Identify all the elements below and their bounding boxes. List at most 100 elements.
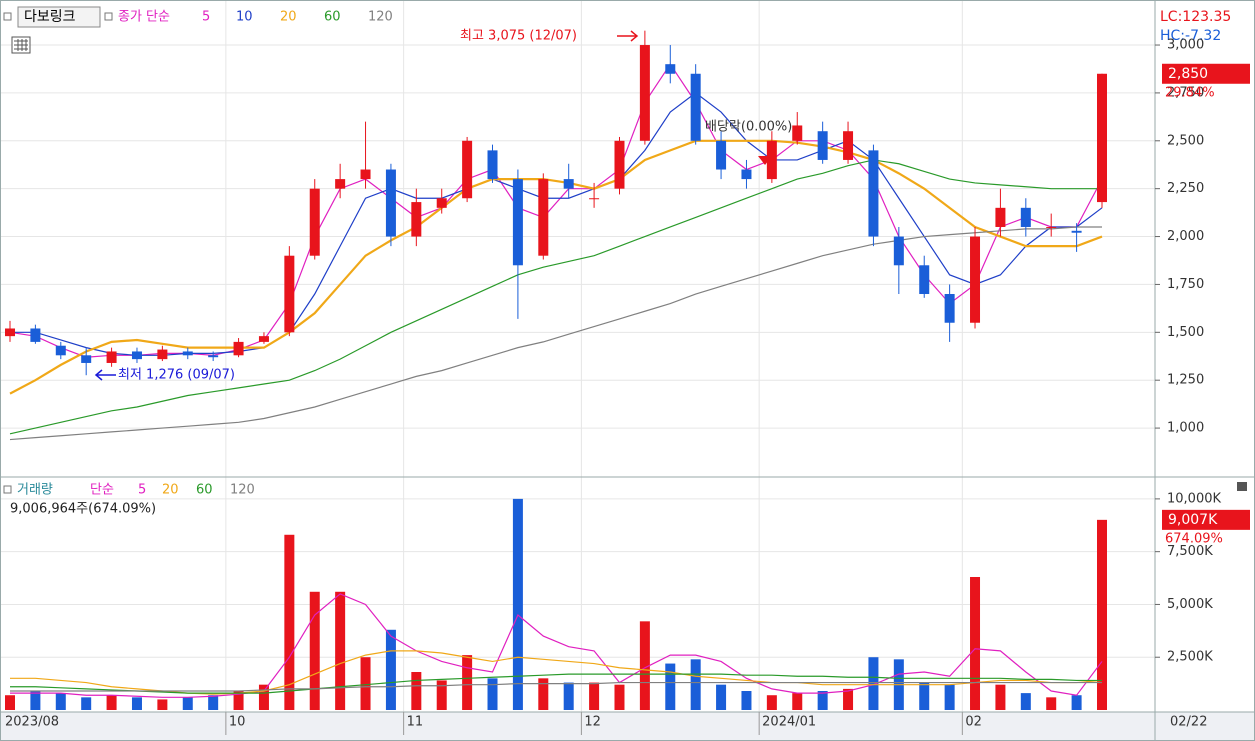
x-tick-label: 2023/08	[5, 715, 59, 730]
volume-bar	[690, 659, 701, 710]
ma-line	[10, 673, 1102, 694]
volume-bar	[487, 678, 498, 710]
dividend-annotation: 배당락(0.00%)	[705, 120, 792, 135]
candle-body	[411, 202, 422, 237]
candle-body	[106, 351, 117, 363]
candle-body	[157, 349, 168, 360]
candle-body	[563, 179, 574, 189]
candle-body	[436, 198, 447, 208]
volume-bar	[1071, 695, 1082, 710]
candle-body	[716, 140, 727, 170]
candle-body	[944, 294, 955, 323]
legend-label: 종가 단순	[118, 10, 170, 25]
icon[interactable]	[3, 485, 12, 494]
y-tick-label: 2,750	[1167, 85, 1204, 100]
candle-body	[614, 140, 625, 189]
volume-bar	[335, 591, 346, 710]
y-tick-label: 2,250	[1167, 181, 1204, 196]
volume-bar	[995, 684, 1006, 710]
volume-bar	[639, 621, 650, 710]
candle-body	[233, 341, 244, 356]
candle-body	[1046, 226, 1057, 228]
volume-bar	[665, 663, 676, 710]
volume-bar	[106, 695, 117, 710]
candle-body	[81, 355, 92, 363]
title-box[interactable]	[17, 6, 101, 28]
candle-body	[487, 150, 498, 180]
candle-body	[512, 179, 523, 266]
candle-body	[919, 265, 930, 295]
volume-bar	[766, 695, 777, 710]
volume-bar	[360, 657, 371, 710]
ma-line	[10, 593, 1103, 698]
candle-body	[690, 73, 701, 141]
candle-body	[55, 345, 66, 356]
legend-item: 5	[202, 10, 210, 25]
grid-icon-lines	[14, 39, 28, 51]
x-tick-label: 12	[584, 715, 601, 730]
candle-body	[639, 45, 650, 141]
volume-title: 거래량	[17, 483, 53, 498]
volume-bar	[411, 672, 422, 710]
y-tick-label: 1,750	[1167, 277, 1204, 292]
volume-bar	[182, 697, 193, 710]
legend-item: 5	[138, 483, 146, 498]
volume-bar	[1046, 697, 1057, 710]
grid	[0, 0, 1155, 712]
last-volume-change: 674.09%	[1165, 531, 1223, 546]
y-tick-label: 2,000	[1167, 229, 1204, 244]
ma-line	[10, 681, 1102, 692]
candle-body	[335, 179, 346, 189]
ma-line	[9, 226, 1102, 441]
candle-body	[817, 131, 828, 160]
candle-body	[741, 169, 752, 180]
volume-bar	[563, 682, 574, 710]
candle-body	[995, 207, 1006, 227]
last-volume-box	[1162, 509, 1250, 530]
y-tick-label: 2,500	[1167, 133, 1204, 148]
x-tick-label: 02	[965, 715, 982, 730]
ma-line	[9, 159, 1102, 435]
volume-bar	[55, 693, 66, 710]
close-icon[interactable]	[1237, 482, 1247, 491]
volume-bar	[385, 629, 396, 710]
icon[interactable]	[3, 12, 12, 21]
candle-body	[131, 351, 142, 360]
icon[interactable]	[104, 12, 113, 21]
plot	[5, 30, 1107, 710]
volume-bar	[157, 699, 168, 710]
volume-bar	[233, 691, 244, 710]
x-tick-label: 2024/01	[762, 715, 816, 730]
volume-bar	[5, 695, 15, 710]
volume-bar	[919, 682, 930, 710]
high-arrow	[617, 30, 639, 42]
volume-bar	[131, 697, 142, 710]
candle-body	[208, 355, 219, 358]
candle-body	[843, 131, 854, 160]
candle-body	[538, 179, 549, 256]
candle-body	[30, 328, 41, 342]
candle-body	[665, 64, 676, 74]
volume-bar	[1020, 693, 1031, 710]
volume-bar	[284, 534, 295, 710]
legend-item: 120	[368, 10, 393, 25]
volume-bar	[716, 684, 727, 710]
volume-bar	[970, 577, 981, 710]
candle-body	[792, 125, 803, 141]
candle-body	[868, 150, 879, 237]
volume-bar	[817, 691, 828, 710]
volume-bar	[741, 691, 752, 710]
y-tick-label: 7,500K	[1167, 544, 1213, 559]
y-tick-label: 1,250	[1167, 373, 1204, 388]
volume-info: 9,006,964주(674.09%)	[10, 502, 156, 517]
volume-bar	[258, 684, 269, 710]
candle-body	[893, 236, 904, 266]
y-tick-label: 1,500	[1167, 325, 1204, 340]
ma-line	[9, 139, 1103, 395]
candle-body	[766, 140, 777, 180]
y-tick-label: 2,500K	[1167, 650, 1213, 665]
y-tick-label: 3,000	[1167, 38, 1204, 53]
x-tick-label: 11	[407, 715, 424, 730]
volume-bar	[208, 695, 219, 710]
